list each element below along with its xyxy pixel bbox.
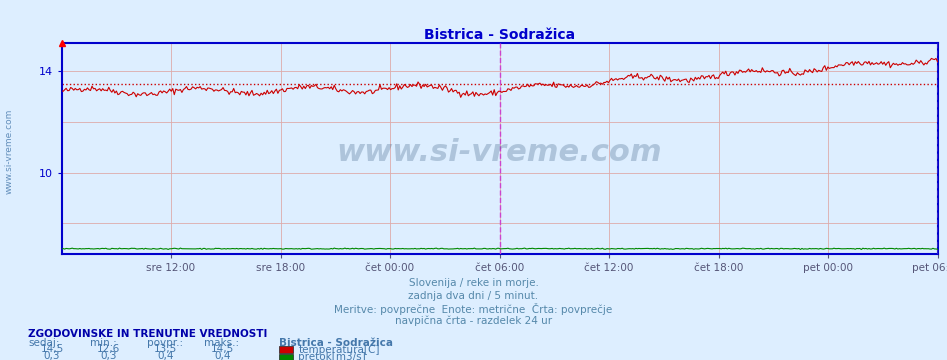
- Text: sedaj:: sedaj:: [28, 338, 60, 348]
- Text: 0,3: 0,3: [100, 351, 117, 360]
- Text: 12,6: 12,6: [98, 344, 120, 354]
- Text: 0,4: 0,4: [157, 351, 174, 360]
- Text: maks.:: maks.:: [204, 338, 239, 348]
- Text: www.si-vreme.com: www.si-vreme.com: [337, 138, 662, 167]
- Text: temperatura[C]: temperatura[C]: [298, 345, 380, 355]
- Text: povpr.:: povpr.:: [147, 338, 183, 348]
- Text: 14,5: 14,5: [211, 344, 234, 354]
- Title: Bistrica - Sodražica: Bistrica - Sodražica: [424, 28, 575, 42]
- Text: Bistrica - Sodražica: Bistrica - Sodražica: [279, 338, 393, 348]
- Text: Meritve: povprečne  Enote: metrične  Črta: povprečje: Meritve: povprečne Enote: metrične Črta:…: [334, 303, 613, 315]
- Text: min.:: min.:: [90, 338, 116, 348]
- Text: navpična črta - razdelek 24 ur: navpična črta - razdelek 24 ur: [395, 316, 552, 327]
- Text: Slovenija / reke in morje.: Slovenija / reke in morje.: [408, 278, 539, 288]
- Text: 0,3: 0,3: [44, 351, 61, 360]
- Text: 0,4: 0,4: [214, 351, 231, 360]
- Text: ZGODOVINSKE IN TRENUTNE VREDNOSTI: ZGODOVINSKE IN TRENUTNE VREDNOSTI: [28, 329, 268, 339]
- Text: pretok[m3/s]: pretok[m3/s]: [298, 352, 366, 360]
- Text: 14,5: 14,5: [41, 344, 63, 354]
- Text: 13,5: 13,5: [154, 344, 177, 354]
- Text: zadnja dva dni / 5 minut.: zadnja dva dni / 5 minut.: [408, 291, 539, 301]
- Text: www.si-vreme.com: www.si-vreme.com: [5, 108, 14, 194]
